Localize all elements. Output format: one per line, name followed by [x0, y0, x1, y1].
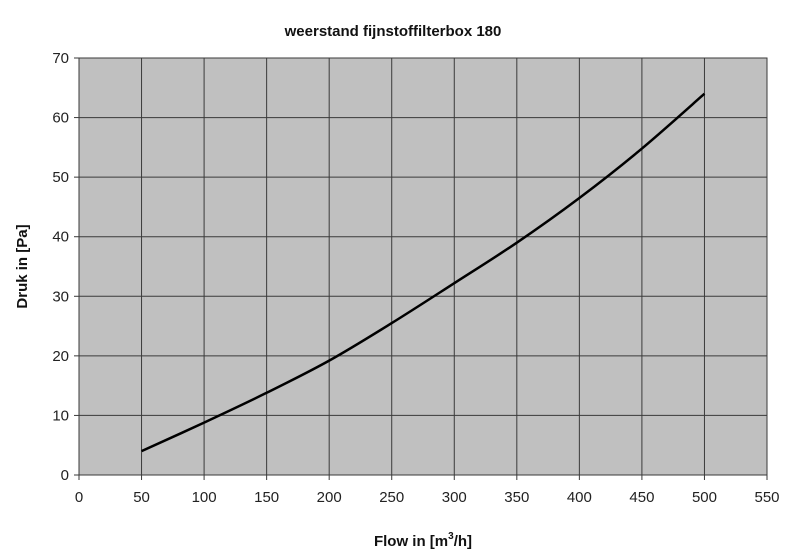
x-axis-title-main: Flow in [m [374, 533, 448, 550]
y-tick-label: 20 [52, 348, 69, 365]
x-axis-title: Flow in [m3/h] [374, 531, 472, 550]
x-tick-label: 100 [192, 489, 217, 506]
x-axis-ticks: 0 50 100 150 200 250 300 350 400 450 500 550 [75, 475, 780, 506]
y-axis-ticks: 0 10 20 30 40 50 60 70 [52, 50, 79, 484]
y-axis-title: Druk in [Pa] [14, 224, 31, 308]
x-tick-label: 200 [317, 489, 342, 506]
y-tick-label: 70 [52, 50, 69, 67]
x-tick-label: 400 [567, 489, 592, 506]
plot-border [78, 57, 768, 476]
x-tick-label: 350 [504, 489, 529, 506]
series-line [141, 92, 706, 453]
x-tick-label: 550 [754, 489, 779, 506]
x-tick-label: 500 [692, 489, 717, 506]
x-tick-label: 50 [133, 489, 150, 506]
x-axis-title-superscript: 3 [448, 531, 454, 542]
x-tick-label: 300 [442, 489, 467, 506]
plot-area [79, 58, 767, 475]
y-tick-label: 60 [52, 110, 69, 127]
y-tick-label: 10 [52, 407, 69, 424]
x-axis-title-tail: /h] [454, 533, 472, 550]
y-tick-label: 30 [52, 288, 69, 305]
x-tick-label: 0 [75, 489, 83, 506]
x-tick-label: 250 [379, 489, 404, 506]
x-tick-label: 450 [629, 489, 654, 506]
chart-title: weerstand fijnstoffilterbox 180 [284, 23, 502, 40]
x-tick-label: 150 [254, 489, 279, 506]
y-tick-label: 50 [52, 169, 69, 186]
y-tick-label: 40 [52, 229, 69, 246]
y-tick-label: 0 [61, 467, 69, 484]
grid [78, 57, 768, 476]
